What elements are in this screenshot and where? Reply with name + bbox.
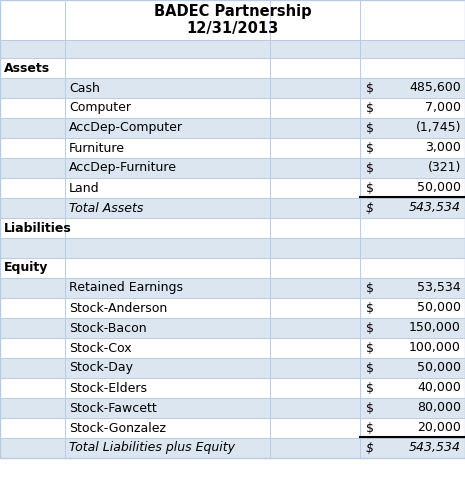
Text: 485,600: 485,600 <box>409 81 461 95</box>
Bar <box>0 40 465 58</box>
Bar <box>0 158 465 178</box>
Bar <box>0 298 465 318</box>
Bar <box>0 138 465 158</box>
Text: 50,000: 50,000 <box>417 301 461 315</box>
Text: Total Assets: Total Assets <box>69 201 143 215</box>
Bar <box>0 238 465 258</box>
Text: $: $ <box>366 162 374 174</box>
Text: (1,745): (1,745) <box>416 122 461 134</box>
Text: Stock-Gonzalez: Stock-Gonzalez <box>69 421 166 435</box>
Bar <box>0 98 465 118</box>
Text: 40,000: 40,000 <box>417 382 461 394</box>
Text: Assets: Assets <box>4 62 50 74</box>
Text: Furniture: Furniture <box>69 142 125 154</box>
Text: $: $ <box>366 362 374 374</box>
Bar <box>0 258 465 278</box>
Text: $: $ <box>366 181 374 195</box>
Text: $: $ <box>366 281 374 294</box>
Text: $: $ <box>366 301 374 315</box>
Text: $: $ <box>366 382 374 394</box>
Text: 50,000: 50,000 <box>417 181 461 195</box>
Text: BADEC Partnership: BADEC Partnership <box>154 4 311 19</box>
Bar <box>0 438 465 458</box>
Text: Stock-Fawcett: Stock-Fawcett <box>69 401 157 415</box>
Text: 53,534: 53,534 <box>418 281 461 294</box>
Bar <box>0 118 465 138</box>
Text: 543,534: 543,534 <box>409 201 461 215</box>
Bar <box>0 218 465 238</box>
Text: 7,000: 7,000 <box>425 101 461 115</box>
Text: Total Liabilities plus Equity: Total Liabilities plus Equity <box>69 441 235 455</box>
Text: $: $ <box>366 321 374 335</box>
Bar <box>0 358 465 378</box>
Text: $: $ <box>366 101 374 115</box>
Text: $: $ <box>366 122 374 134</box>
Text: Computer: Computer <box>69 101 131 115</box>
Text: (321): (321) <box>428 162 461 174</box>
Text: 80,000: 80,000 <box>417 401 461 415</box>
Bar <box>0 398 465 418</box>
Text: $: $ <box>366 401 374 415</box>
Text: $: $ <box>366 342 374 354</box>
Bar <box>0 378 465 398</box>
Text: $: $ <box>366 81 374 95</box>
Text: Retained Earnings: Retained Earnings <box>69 281 183 294</box>
Text: Stock-Anderson: Stock-Anderson <box>69 301 167 315</box>
Text: Liabilities: Liabilities <box>4 221 72 235</box>
Bar <box>0 318 465 338</box>
Text: 100,000: 100,000 <box>409 342 461 354</box>
Text: $: $ <box>366 201 374 215</box>
Text: Stock-Elders: Stock-Elders <box>69 382 147 394</box>
Bar <box>0 278 465 298</box>
Text: Stock-Bacon: Stock-Bacon <box>69 321 146 335</box>
Bar <box>0 58 465 78</box>
Text: $: $ <box>366 421 374 435</box>
Text: AccDep-Furniture: AccDep-Furniture <box>69 162 177 174</box>
Bar <box>0 418 465 438</box>
Text: Land: Land <box>69 181 100 195</box>
Text: Cash: Cash <box>69 81 100 95</box>
Text: 543,534: 543,534 <box>409 441 461 455</box>
Text: 150,000: 150,000 <box>409 321 461 335</box>
Text: $: $ <box>366 142 374 154</box>
Text: 3,000: 3,000 <box>425 142 461 154</box>
Text: Stock-Cox: Stock-Cox <box>69 342 132 354</box>
Text: Equity: Equity <box>4 262 48 274</box>
Bar <box>0 0 465 40</box>
Text: 50,000: 50,000 <box>417 362 461 374</box>
Text: Stock-Day: Stock-Day <box>69 362 133 374</box>
Text: $: $ <box>366 441 374 455</box>
Text: 20,000: 20,000 <box>417 421 461 435</box>
Bar <box>0 198 465 218</box>
Text: 12/31/2013: 12/31/2013 <box>186 21 279 36</box>
Bar <box>0 178 465 198</box>
Text: AccDep-Computer: AccDep-Computer <box>69 122 183 134</box>
Bar <box>0 338 465 358</box>
Bar <box>0 78 465 98</box>
